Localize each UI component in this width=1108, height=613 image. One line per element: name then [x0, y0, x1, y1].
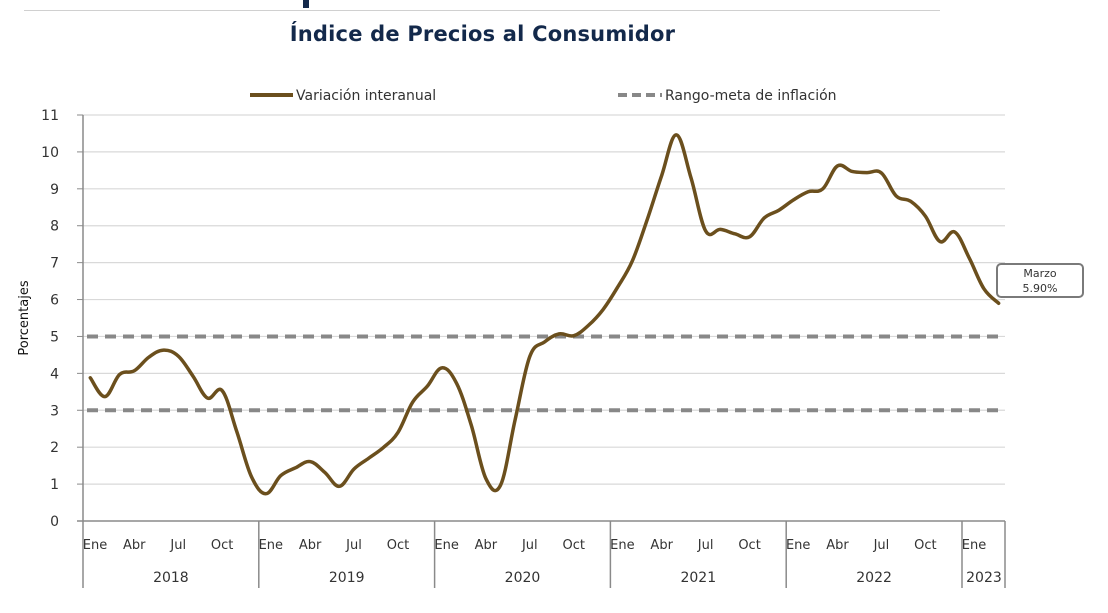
x-month-label: Oct — [387, 538, 409, 553]
callout-box — [996, 263, 1084, 298]
y-axis-title: Porcentajes — [17, 280, 32, 355]
header-divider — [24, 10, 940, 11]
x-month-label: Abr — [123, 538, 146, 553]
callout-month: Marzo — [1023, 267, 1057, 280]
chart-title: Índice de Precios al Consumidor — [289, 22, 676, 46]
series-line-variacion-interanual — [88, 133, 1001, 496]
x-month-label: Abr — [826, 538, 849, 553]
y-tick-label: 4 — [50, 366, 59, 382]
y-tick-label: 5 — [50, 329, 59, 345]
x-month-label: Oct — [563, 538, 585, 553]
y-tick-label: 0 — [50, 514, 59, 530]
y-tick-label: 7 — [50, 256, 59, 272]
x-year-label: 2018 — [153, 570, 189, 586]
x-month-label: Oct — [914, 538, 936, 553]
x-month-label: Ene — [259, 538, 283, 553]
x-month-label: Jul — [697, 538, 714, 553]
y-tick-label: 6 — [50, 293, 59, 309]
x-month-label: Ene — [434, 538, 458, 553]
x-month-label: Abr — [475, 538, 498, 553]
x-year-label: 2021 — [680, 570, 716, 586]
x-year-label: 2022 — [856, 570, 892, 586]
x-month-label: Oct — [738, 538, 760, 553]
y-tick-label: 2 — [50, 440, 59, 456]
target-range-lines — [87, 334, 1005, 413]
x-tick-labels: Ene Abr Jul Oct 2018 Ene Abr Jul Oct 2019 Ene Abr Ju… — [83, 538, 1002, 586]
y-tick-label: 8 — [50, 219, 59, 235]
x-month-label: Jul — [873, 538, 890, 553]
legend: Variación interanual Rango-meta de infla… — [250, 88, 837, 104]
x-year-label: 2023 — [966, 570, 1002, 586]
axes — [77, 114, 1006, 588]
gridlines — [83, 114, 1005, 485]
y-tick-label: 9 — [50, 182, 59, 198]
x-month-label: Oct — [211, 538, 233, 553]
x-month-label: Ene — [786, 538, 810, 553]
y-tick-label: 1 — [50, 477, 59, 493]
legend-label-variacion: Variación interanual — [296, 88, 436, 104]
x-month-label: Jul — [345, 538, 362, 553]
callout-value: 5.90% — [1023, 282, 1058, 295]
x-month-label: Ene — [962, 538, 986, 553]
x-month-label: Abr — [650, 538, 673, 553]
y-tick-labels: 0 1 2 3 4 5 6 7 8 9 10 11 — [41, 108, 59, 530]
cropped-header-fragment — [303, 0, 309, 8]
y-tick-label: 11 — [41, 108, 59, 124]
y-tick-label: 10 — [41, 145, 59, 161]
x-month-label: Jul — [521, 538, 538, 553]
x-year-label: 2020 — [505, 570, 541, 586]
last-value-callout: Marzo 5.90% — [996, 263, 1084, 298]
x-month-label: Abr — [299, 538, 322, 553]
x-month-label: Ene — [610, 538, 634, 553]
y-tick-label: 3 — [50, 403, 59, 419]
x-month-label: Jul — [169, 538, 186, 553]
x-month-label: Ene — [83, 538, 107, 553]
series-layer — [88, 133, 1001, 496]
x-year-label: 2019 — [329, 570, 365, 586]
legend-label-rango-meta: Rango-meta de inflación — [665, 88, 837, 104]
